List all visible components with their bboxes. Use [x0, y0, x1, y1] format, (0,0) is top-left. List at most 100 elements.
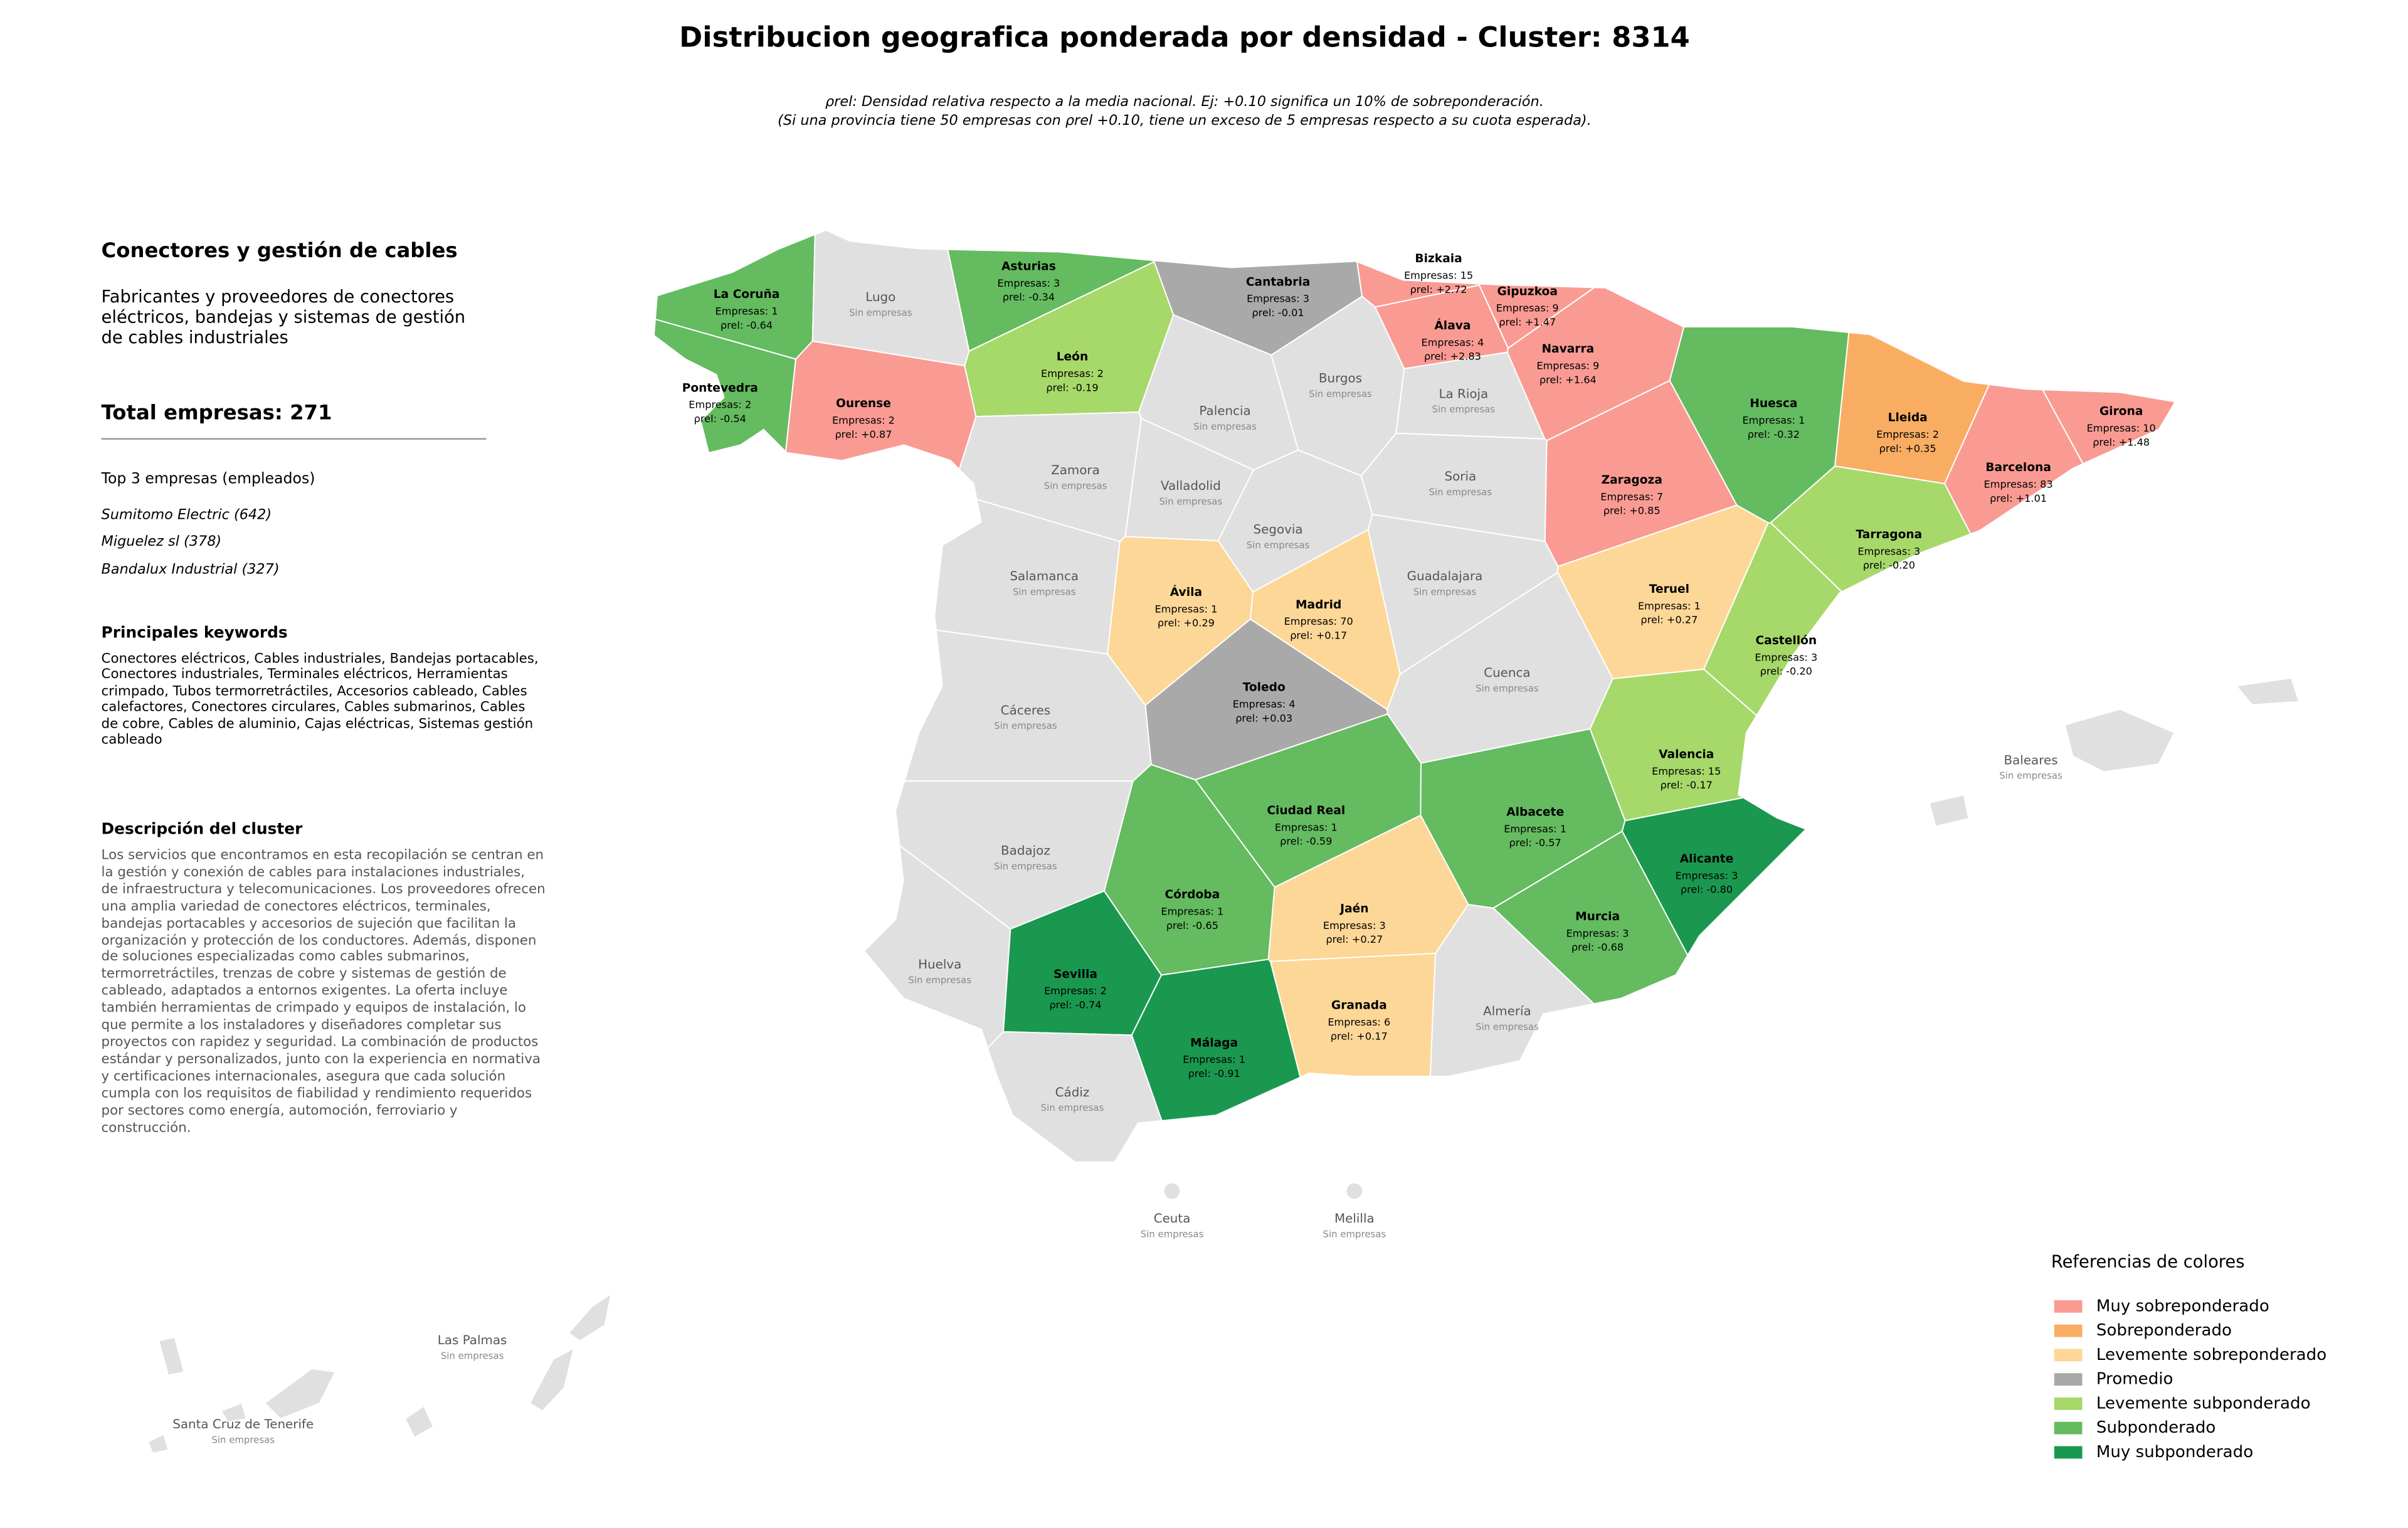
province-name: Asturias	[1001, 260, 1056, 273]
province-rho: ρrel: -0.74	[1049, 999, 1101, 1011]
legend-title: Referencias de colores	[2051, 1253, 2245, 1272]
province-note: Sin empresas	[849, 307, 912, 319]
province-rho: ρrel: +0.03	[1235, 712, 1292, 724]
province-rho: ρrel: -0.01	[1252, 307, 1304, 319]
province-rho: ρrel: +2.72	[1410, 284, 1467, 295]
province-area	[404, 1405, 434, 1438]
province-name: Málaga	[1190, 1036, 1238, 1049]
province-rho: ρrel: +0.27	[1326, 933, 1383, 945]
province-name: Cantabria	[1246, 275, 1310, 289]
province-name: Albacete	[1506, 805, 1564, 819]
legend-label: Muy sobreponderado	[2096, 1297, 2269, 1315]
province-count: Empresas: 4	[1233, 698, 1296, 710]
province-count: Empresas: 9	[1536, 360, 1599, 372]
province-note: Sin empresas	[441, 1350, 504, 1361]
province-rho: ρrel: -0.91	[1188, 1068, 1240, 1080]
province-note: Sin empresas	[1044, 480, 1107, 491]
province-name: Huelva	[918, 957, 961, 972]
province-name: Castellón	[1755, 634, 1817, 647]
province-rho: ρrel: -0.80	[1681, 884, 1733, 896]
province-count: Empresas: 2	[1876, 428, 1939, 440]
province-name: Santa Cruz de Tenerife	[172, 1417, 314, 1431]
province-name: Melilla	[1334, 1211, 1375, 1226]
province-rho: ρrel: -0.19	[1046, 381, 1098, 393]
legend-label: Muy subponderado	[2096, 1443, 2253, 1462]
province-name: Baleares	[2004, 753, 2057, 767]
province-note: Sin empresas	[1309, 388, 1372, 400]
province-count: Empresas: 3	[1676, 869, 1738, 881]
province-note: Sin empresas	[1432, 404, 1496, 415]
province-area	[1269, 952, 1437, 1162]
province-name: Navarra	[1541, 342, 1594, 356]
province-area	[811, 230, 970, 367]
province-name: La Coruña	[714, 288, 780, 301]
province-note: Sin empresas	[1476, 683, 1539, 694]
province-rho: ρrel: +0.87	[835, 428, 892, 440]
province-count: Empresas: 3	[1857, 545, 1920, 557]
province-name: Ourense	[836, 397, 891, 410]
province-rho: ρrel: -0.20	[1863, 560, 1915, 571]
province-count: Empresas: 2	[1041, 368, 1104, 379]
province-count: Empresas: 1	[1742, 415, 1805, 427]
company: Sumitomo Electric (642)	[101, 508, 272, 524]
cluster-heading: Descripción del cluster	[101, 821, 303, 839]
province-count: Empresas: 10	[2087, 422, 2156, 434]
province-note: Sin empresas	[1193, 421, 1257, 432]
province-area	[2236, 677, 2300, 706]
province-name: Guadalajara	[1407, 569, 1483, 583]
province-name: Segovia	[1254, 523, 1303, 537]
province-note: Sin empresas	[1323, 1228, 1386, 1239]
company: Bandalux Industrial (327)	[101, 563, 280, 579]
legend-swatch	[2054, 1349, 2083, 1362]
province-rho: ρrel: +0.35	[1879, 442, 1936, 454]
province-name: Palencia	[1199, 404, 1250, 418]
subtitle: ρrel: Densidad relativa respecto a la me…	[825, 93, 1544, 110]
province-name: Álava	[1434, 318, 1471, 332]
province-rho: ρrel: -0.54	[694, 413, 746, 425]
province-area	[529, 1347, 574, 1412]
province-rho: ρrel: +0.27	[1640, 614, 1698, 626]
province-name: Teruel	[1649, 583, 1689, 596]
province-note: Sin empresas	[1247, 539, 1310, 551]
province-note: Sin empresas	[994, 861, 1057, 872]
province-note: Sin empresas	[1159, 496, 1223, 507]
province-count: Empresas: 3	[997, 277, 1060, 289]
province-name: La Rioja	[1439, 386, 1488, 401]
cluster-description: Los servicios que encontramos en esta re…	[101, 848, 546, 1136]
province-name: Jaén	[1339, 903, 1368, 916]
province-area	[1589, 668, 1832, 822]
province-area	[824, 1031, 1196, 1162]
province-area	[220, 1402, 247, 1423]
keywords: Conectores eléctricos, Cables industrial…	[101, 651, 539, 749]
province-rho: ρrel: +2.83	[1424, 351, 1481, 363]
heading: Conectores y gestión de cables	[101, 240, 458, 264]
province-name: Toledo	[1243, 681, 1286, 694]
province-name: Girona	[2099, 405, 2143, 418]
province-area	[147, 1433, 169, 1454]
legend-swatch	[2054, 1421, 2083, 1435]
province-note: Sin empresas	[1999, 770, 2062, 782]
province-name: Soria	[1445, 469, 1477, 484]
province-rho: ρrel: +1.48	[2093, 436, 2150, 448]
province-count: Empresas: 9	[1496, 302, 1559, 314]
province-area	[158, 1337, 185, 1376]
province-area	[1929, 794, 1969, 827]
province-rho: ρrel: +1.01	[1990, 492, 2047, 504]
legend-swatch	[2054, 1300, 2083, 1313]
province-area	[654, 300, 797, 768]
province-rho: ρrel: -0.68	[1571, 942, 1624, 953]
legend-swatch	[2054, 1397, 2083, 1410]
legend-label: Subponderado	[2096, 1418, 2215, 1437]
province-rho: ρrel: +0.29	[1158, 617, 1215, 629]
province-rho: ρrel: +1.47	[1499, 316, 1556, 328]
mainland	[654, 230, 2175, 1162]
province-count: Empresas: 1	[1275, 821, 1338, 833]
province-name: Granada	[1331, 999, 1387, 1012]
province-name: Salamanca	[1010, 569, 1079, 583]
province-note: Sin empresas	[1013, 586, 1076, 597]
province-name: Lugo	[865, 290, 895, 304]
province-count: Empresas: 70	[1284, 615, 1353, 627]
province-count: Empresas: 7	[1600, 491, 1663, 502]
province-name: Badajoz	[1001, 844, 1050, 858]
